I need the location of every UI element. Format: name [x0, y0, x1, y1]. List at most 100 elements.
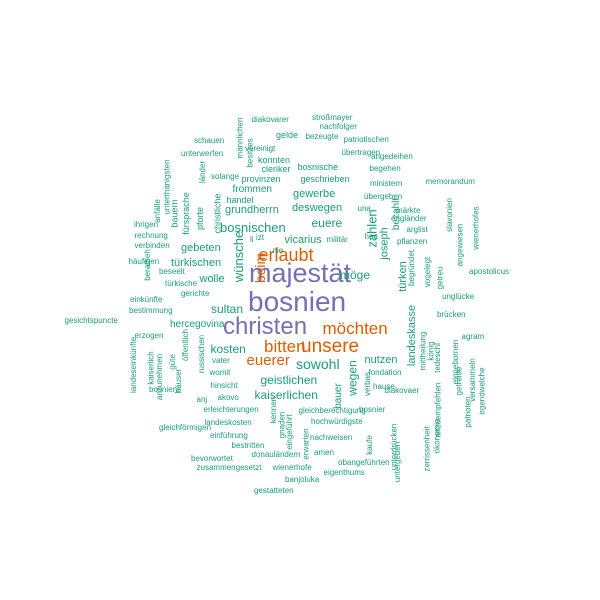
cloud-word: engländer [391, 214, 427, 223]
cloud-word: gesichtspuncte [64, 316, 118, 325]
cloud-word: solange [211, 172, 240, 181]
cloud-word: russischen [197, 334, 207, 374]
cloud-word: vereinigt [245, 144, 276, 153]
cloud-word: landeskosten [204, 418, 252, 427]
cloud-word: vogelegt [423, 256, 433, 288]
cloud-word: euere [311, 216, 343, 230]
cloud-word: kaiserlich [146, 351, 156, 385]
cloud-word: türkischen [171, 256, 222, 269]
cloud-word: besitzes [245, 138, 255, 168]
cloud-word: grundherrn [225, 203, 279, 216]
cloud-word: kaiserlichen [254, 388, 318, 402]
cloud-word: hercegovina [170, 319, 225, 330]
cloud-word: apostolicus [469, 267, 510, 276]
cloud-word: agram [461, 332, 485, 341]
cloud-word: hause [373, 382, 395, 391]
cloud-word: erwarten [301, 428, 311, 460]
cloud-word: fürsprache [180, 191, 191, 235]
cloud-word: anj [196, 395, 208, 404]
cloud-word: zusammengesetzt [196, 463, 262, 472]
cloud-word: getreu [434, 266, 444, 290]
cloud-word: eingeführt [284, 414, 294, 450]
cloud-word: wegen [345, 360, 360, 396]
cloud-word: erleichterungen [203, 405, 259, 414]
cloud-word: donauländern [251, 450, 301, 459]
cloud-word: pflanzen [397, 237, 428, 246]
cloud-word: zahlen [364, 208, 380, 248]
cloud-word: gestatteten [254, 486, 294, 495]
cloud-word: gleichberechtigung [298, 406, 366, 415]
cloud-word: stroßmayer [312, 113, 353, 122]
cloud-word: männlichen [234, 117, 244, 159]
cloud-word: rechnung [134, 231, 168, 240]
cloud-word: verbas [363, 371, 373, 397]
cloud-word: kosten [210, 342, 246, 356]
cloud-word: bosnier [359, 405, 386, 414]
cloud-word: konnten [258, 154, 291, 165]
cloud-word: gerichte [181, 289, 210, 298]
cloud-word: wienerhofes [471, 206, 481, 250]
cloud-word: einkünfte [130, 295, 163, 304]
cloud-word: bosnischen [220, 219, 286, 235]
cloud-word: bosnien [248, 286, 347, 317]
cloud-word: bauer [332, 383, 344, 409]
cloud-word: sowohl [296, 356, 340, 372]
cloud-word: gewerbe [293, 187, 336, 200]
cloud-word: möge [340, 268, 371, 282]
cloud-word: beseelt [159, 267, 185, 276]
cloud-word: märkte [396, 206, 421, 215]
cloud-word: landeseinkünfte [129, 336, 139, 394]
cloud-word: einführung [210, 431, 248, 440]
cloud-word: gebeten [181, 241, 221, 254]
cloud-word: hochwürdigste [311, 417, 363, 426]
cloud-word: pforte [194, 206, 205, 230]
cloud-word: bosnische [297, 161, 339, 172]
cloud-word: verbinden [134, 241, 170, 250]
cloud-word: christliche [212, 192, 223, 234]
cloud-word: übergeben [364, 192, 403, 201]
cloud-word: bezeugte [305, 132, 339, 141]
cloud-word: häufigen [128, 257, 160, 266]
cloud-word: nutzen [364, 353, 398, 366]
cloud-word: eingebornen [451, 339, 461, 385]
cloud-word: deswegen [292, 201, 343, 214]
cloud-word: akovo [217, 393, 239, 402]
cloud-word: eigenthums [323, 468, 365, 477]
cloud-word: nie [272, 246, 284, 255]
cloud-word: untergeben [393, 441, 403, 483]
cloud-word: beratheh [142, 249, 152, 281]
cloud-word: bestritten [231, 441, 265, 450]
cloud-word: slavonien [444, 198, 454, 232]
cloud-word: euerer [246, 351, 290, 369]
cloud-word: ministern [370, 179, 403, 188]
cloud-word: versammeln [467, 358, 477, 402]
cloud-word: angedeihen [371, 152, 413, 161]
cloud-word: geistlichen [260, 373, 318, 387]
cloud-word: cleriker [261, 163, 291, 174]
cloud-word: gelde [276, 129, 299, 140]
cloud-word: erlaubt [258, 245, 314, 265]
cloud-word: brücken [437, 310, 466, 319]
cloud-word: angewiesen [454, 223, 464, 267]
cloud-word: ihrigen [134, 220, 159, 229]
cloud-word: möchten [322, 318, 388, 338]
cloud-word: wolle [199, 272, 225, 285]
cloud-word: öffentlich [180, 329, 190, 361]
cloud-word: landeskasse [405, 304, 418, 366]
cloud-word: unglücke [442, 292, 475, 301]
cloud-word: gleichförmigen [159, 423, 212, 432]
cloud-word: hinsicht [210, 381, 238, 390]
cloud-word: geschrieben [300, 173, 350, 184]
cloud-word: bestimmung [129, 306, 173, 315]
cloud-word: frommen [232, 184, 272, 195]
cloud-word: una [357, 204, 371, 213]
cloud-word: kaufe [364, 435, 374, 455]
cloud-word: nachfolger [319, 122, 357, 131]
cloud-word: vicarius [284, 233, 322, 246]
cloud-word: begründet [407, 249, 417, 287]
cloud-word: joseph [378, 226, 391, 260]
cloud-word: obangeführten [338, 458, 390, 467]
cloud-word: memorandum [425, 177, 475, 186]
cloud-word: beim [252, 252, 269, 284]
cloud-word: unterthänigsten [162, 159, 172, 215]
